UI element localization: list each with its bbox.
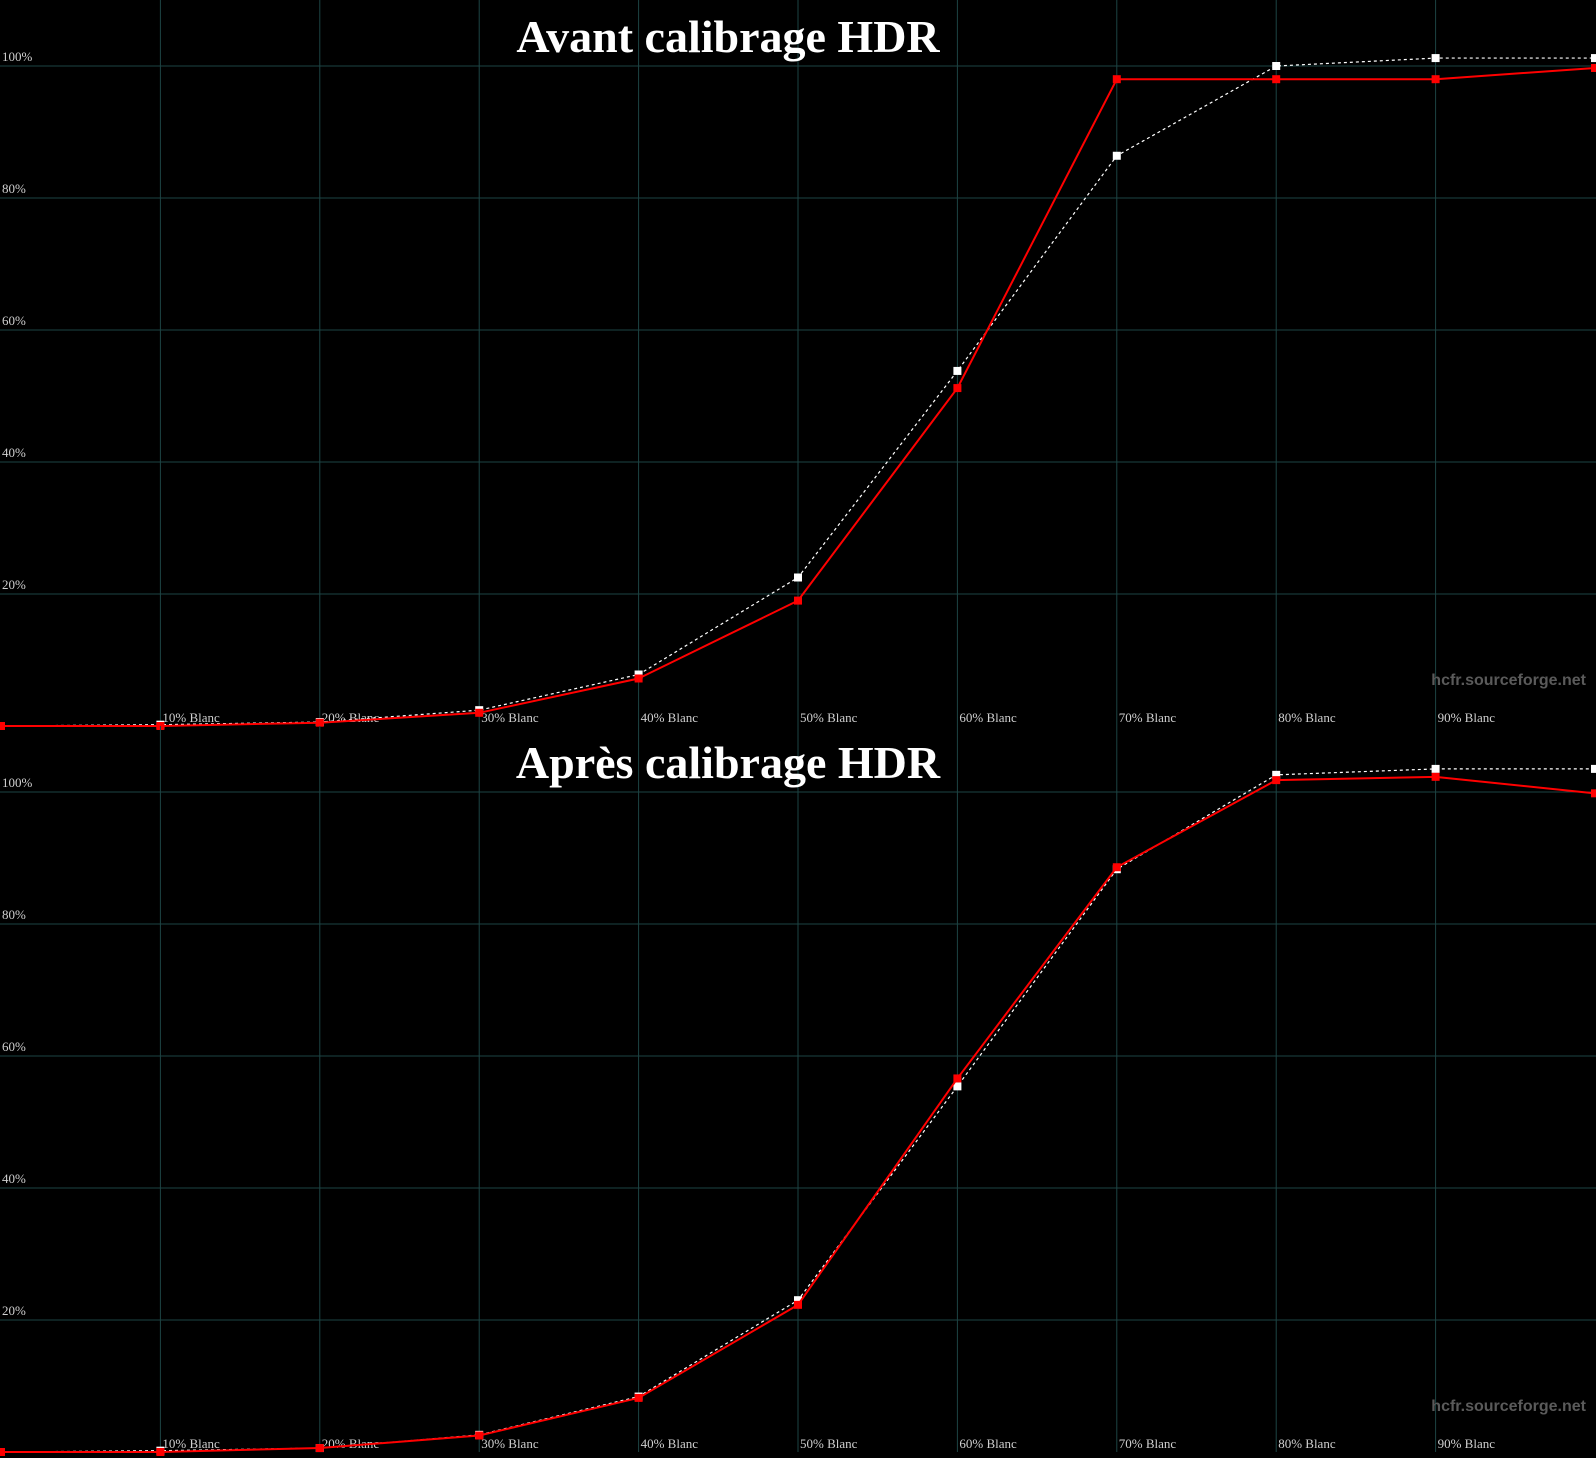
x-tick-label: 30% Blanc xyxy=(481,710,539,725)
point xyxy=(1591,54,1596,63)
point xyxy=(156,1448,165,1456)
point xyxy=(1591,764,1596,773)
y-tick-label: 80% xyxy=(2,181,26,196)
point xyxy=(953,1074,962,1083)
point xyxy=(475,1431,484,1440)
point xyxy=(794,1296,802,1305)
watermark: hcfr.sourceforge.net xyxy=(1431,1398,1586,1415)
x-tick-label: 30% Blanc xyxy=(481,1436,539,1451)
point xyxy=(315,1444,324,1453)
x-tick-label: 90% Blanc xyxy=(1438,1436,1496,1451)
x-tick-label: 90% Blanc xyxy=(1438,710,1496,725)
x-tick-label: 10% Blanc xyxy=(162,1436,220,1451)
point xyxy=(1112,75,1121,84)
y-tick-label: 40% xyxy=(2,445,26,460)
point xyxy=(315,718,324,727)
x-tick-label: 10% Blanc xyxy=(162,710,220,725)
point xyxy=(475,708,484,717)
point xyxy=(1431,764,1440,773)
y-tick-label: 60% xyxy=(2,313,26,328)
point xyxy=(1272,62,1281,70)
y-tick-label: 100% xyxy=(2,49,33,64)
point xyxy=(953,1082,962,1091)
point xyxy=(794,1300,802,1309)
y-tick-label: 40% xyxy=(2,1171,26,1186)
chart-title: Avant calibrage HDR xyxy=(516,11,940,62)
point xyxy=(953,366,962,375)
x-tick-label: 80% Blanc xyxy=(1278,710,1336,725)
point xyxy=(794,573,802,582)
x-tick-label: 40% Blanc xyxy=(641,710,699,725)
point xyxy=(1272,75,1281,84)
x-tick-label: 60% Blanc xyxy=(959,710,1017,725)
x-tick-label: 40% Blanc xyxy=(641,1436,699,1451)
y-tick-label: 80% xyxy=(2,907,26,922)
x-tick-label: 80% Blanc xyxy=(1278,1436,1336,1451)
point xyxy=(634,674,643,683)
x-tick-label: 50% Blanc xyxy=(800,710,858,725)
point xyxy=(1431,772,1440,781)
x-tick-label: 70% Blanc xyxy=(1119,710,1177,725)
point xyxy=(634,1393,643,1402)
y-tick-label: 100% xyxy=(2,775,33,790)
point xyxy=(1112,151,1121,160)
chart-title: Après calibrage HDR xyxy=(516,737,941,788)
point xyxy=(1272,776,1281,785)
watermark: hcfr.sourceforge.net xyxy=(1431,672,1586,689)
y-tick-label: 60% xyxy=(2,1039,26,1054)
x-tick-label: 70% Blanc xyxy=(1119,1436,1177,1451)
point xyxy=(1272,770,1281,779)
point xyxy=(1591,63,1596,72)
x-tick-label: 60% Blanc xyxy=(959,1436,1017,1451)
point xyxy=(0,1448,5,1456)
point xyxy=(1431,54,1440,63)
x-tick-label: 50% Blanc xyxy=(800,1436,858,1451)
point xyxy=(794,596,802,605)
point xyxy=(1431,75,1440,84)
point xyxy=(1591,789,1596,798)
y-tick-label: 20% xyxy=(2,577,26,592)
y-tick-label: 20% xyxy=(2,1303,26,1318)
point xyxy=(0,722,5,730)
point xyxy=(1112,863,1121,872)
point xyxy=(953,384,962,393)
